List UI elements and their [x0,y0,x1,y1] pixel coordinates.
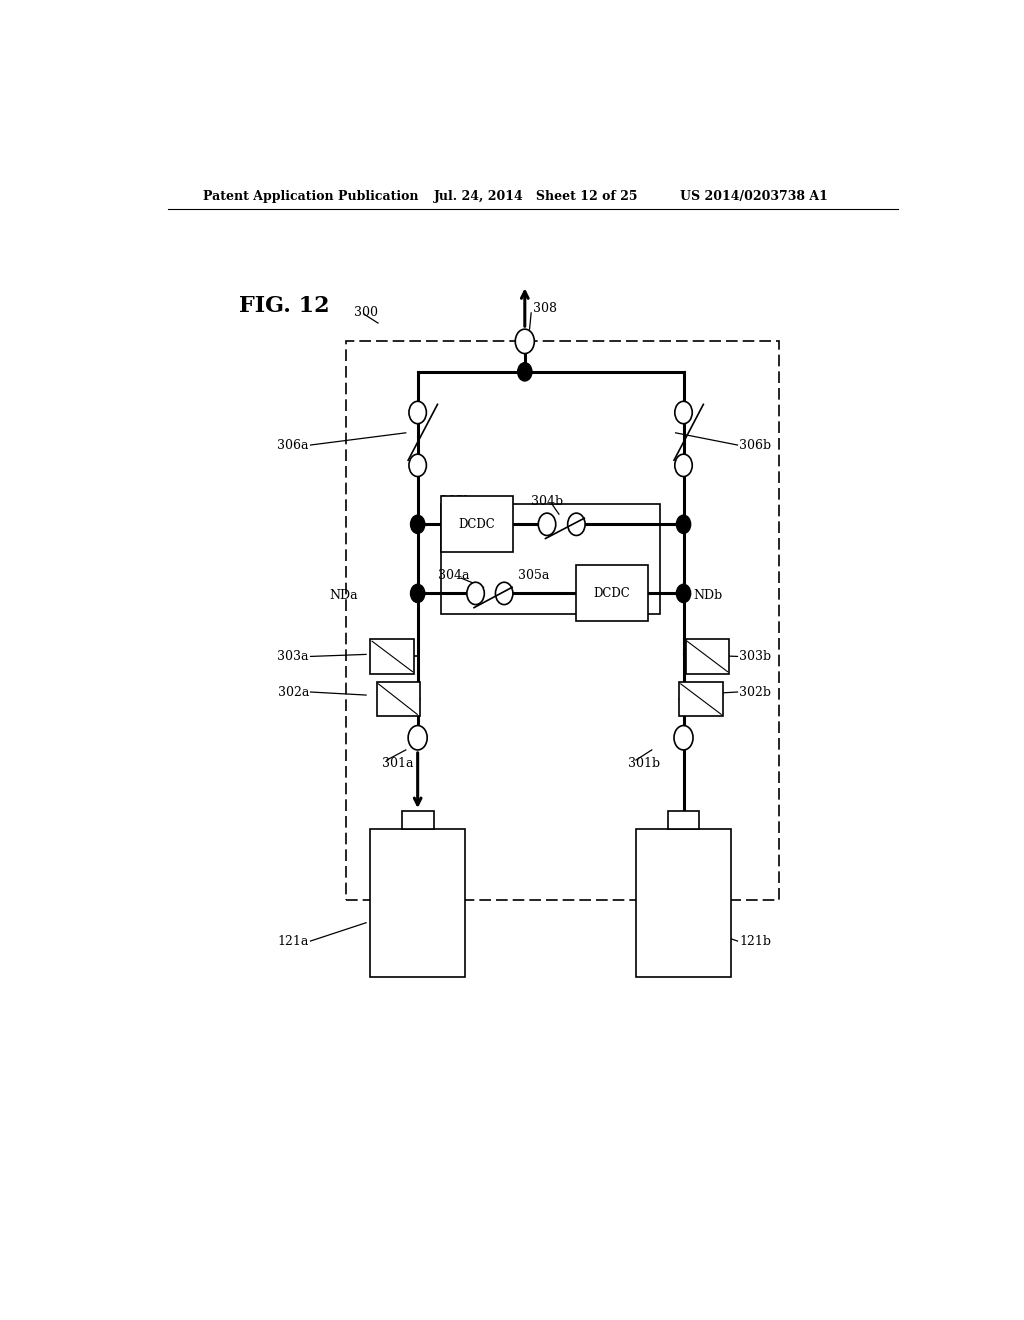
Bar [370,829,465,977]
Text: NDa: NDa [330,589,358,602]
Circle shape [515,329,535,354]
Text: 305b: 305b [440,495,472,508]
Text: 305a: 305a [518,569,550,582]
Text: DCDC: DCDC [459,517,496,531]
Bar [441,504,659,614]
Text: FIG. 12: FIG. 12 [240,294,330,317]
Text: US 2014/0203738 A1: US 2014/0203738 A1 [680,190,827,202]
Circle shape [496,582,513,605]
Text: 304b: 304b [531,495,563,508]
Bar [371,639,414,673]
Text: 303b: 303b [739,649,771,663]
Circle shape [677,515,690,533]
Text: 308: 308 [532,302,557,315]
Circle shape [675,401,692,424]
Circle shape [467,582,484,605]
Text: 302a: 302a [278,685,309,698]
Text: Jul. 24, 2014   Sheet 12 of 25: Jul. 24, 2014 Sheet 12 of 25 [433,190,638,202]
Circle shape [409,726,427,750]
Text: Patent Application Publication: Patent Application Publication [204,190,419,202]
Text: 306a: 306a [278,438,309,451]
Bar [441,496,513,552]
Text: 304a: 304a [437,569,469,582]
Circle shape [675,454,692,477]
Circle shape [677,585,690,602]
Circle shape [567,513,585,536]
Text: 303a: 303a [278,649,309,663]
Bar [577,565,648,622]
Text: 300: 300 [354,306,378,319]
Bar [401,810,433,829]
Circle shape [518,363,531,381]
Circle shape [409,454,426,477]
Text: 301b: 301b [628,756,660,770]
Bar [377,682,421,717]
Circle shape [409,401,426,424]
Text: 121a: 121a [278,935,309,948]
Bar [668,810,699,829]
Circle shape [539,513,556,536]
Bar [346,342,778,900]
Bar [685,639,729,673]
Text: 301a: 301a [382,756,414,770]
Circle shape [411,515,425,533]
Text: 302b: 302b [739,685,771,698]
Text: DCDC: DCDC [594,587,631,599]
Text: 306b: 306b [739,438,771,451]
Bar [679,682,723,717]
Circle shape [411,585,425,602]
Bar [636,829,731,977]
Text: 121b: 121b [739,935,771,948]
Text: NDb: NDb [693,589,722,602]
Circle shape [674,726,693,750]
